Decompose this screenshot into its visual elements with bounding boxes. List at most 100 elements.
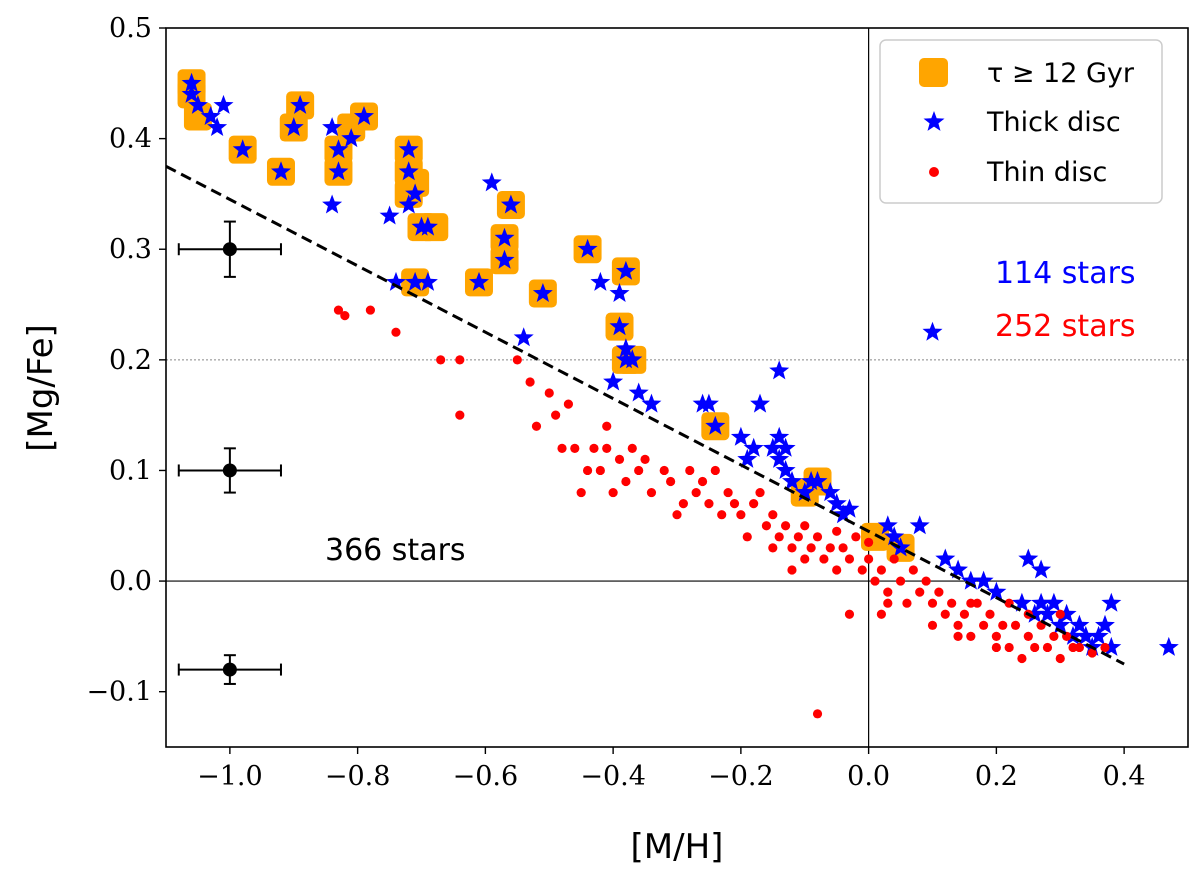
plot-frame [165,27,1189,748]
thick-disc-marker [577,238,598,258]
thick-disc-marker [1011,592,1032,612]
legend-old-marker [919,58,948,87]
thick-disc-marker [615,260,636,280]
thick-disc-marker [890,537,911,557]
thick-disc-marker [341,128,362,148]
thin-disc-marker [576,487,586,498]
thin-disc-marker [659,465,669,476]
thick-disc-marker [1031,559,1052,579]
thick-disc-marker [188,94,208,114]
thin-disc-marker [646,487,657,498]
thick-disc-marker [615,338,636,358]
fit-line-layer [166,164,1125,666]
y-tick-label: 0.5 [109,13,152,44]
thin-disc-marker [991,642,1001,653]
thin-disc-marker [710,465,720,476]
thick-disc-marker [417,271,438,291]
thin-disc-marker [940,609,950,619]
thick-disc-marker [641,393,662,413]
thick-disc-marker [775,437,796,457]
thick-disc-marker [622,349,643,369]
thin-disc-marker [844,609,855,619]
thick-disc-marker [1063,625,1083,645]
thick-disc-marker [609,283,630,302]
thick-disc-marker [417,216,438,236]
thin-disc-marker [340,311,350,321]
thin-disc-marker [729,499,740,509]
thick-disc-marker [181,83,202,103]
thin-disc-marker [895,576,906,586]
thin-disc-marker [531,421,542,431]
thin-disc-marker [1049,631,1059,641]
thick-disc-marker [794,482,815,502]
legend-old-label: τ ≥ 12 Gyr [987,58,1135,89]
legend-thick-label: Thick disc [986,107,1121,138]
thin-disc-marker [691,487,701,498]
legend-thin-marker [929,167,939,177]
thin-disc-marker [512,355,522,365]
thin-disc-marker [1042,642,1053,653]
reference-lines [166,28,1188,747]
thin-disc-marker [985,609,995,619]
thin-disc-marker [800,521,810,531]
thick-disc-marker [948,559,968,579]
thin-disc-marker [966,631,976,641]
thick-disc-marker [232,139,253,159]
thin-disc-marker [614,454,625,464]
thick-disc-marker [469,271,489,291]
thick-disc-marker [200,106,221,125]
thick-disc-marker [500,194,521,214]
thin-disc-marker [608,487,618,498]
thick-disc-marker [743,437,764,457]
thick-disc-marker [960,570,981,590]
thin-disc-marker [889,554,899,564]
thin-disc-marker [864,537,874,547]
thick-disc-marker [1088,625,1109,645]
thick-disc-marker [986,581,1007,601]
thin-disc-marker [742,532,752,542]
thin-disc-marker [736,510,746,520]
thin-disc-marker [391,327,401,337]
thin-disc-marker [832,526,842,536]
thick-disc-marker [603,371,624,391]
x-tick-label: −1.0 [197,761,263,792]
y-tick-label: 0.3 [109,234,152,265]
thick-disc-marker [1037,603,1058,623]
thick-disc-marker [386,271,406,291]
thick-disc-marker [1158,636,1179,656]
thin-disc-marker [966,598,976,608]
thick-disc-marker [820,482,841,502]
thick-disc-marker [1101,592,1122,612]
thin-disc-marker [851,532,861,542]
error-bar-point [222,463,237,478]
thick-disc-marker [935,548,956,568]
thick-disc-marker [769,360,790,380]
thick-disc-marker [405,183,426,203]
thick-disc-marker [1024,603,1045,623]
thin-disc-marker [666,476,676,487]
thick-disc-marker [909,515,930,535]
thin-disc-marker [685,465,695,476]
thick-disc-marker [513,327,534,347]
thin-disc-marker [991,631,1001,641]
thick-disc-marker [328,139,349,159]
axis-ticks: −1.0 −0.8 −0.6 −0.4 −0.2 0.0 0.2 0.4 −0.1 0.0 0.1 0… [86,13,1145,792]
thin-disc-marker [365,305,375,315]
thin-disc-marker [589,443,599,453]
thick-disc-marker [922,321,943,341]
thin-disc-marker [1100,642,1110,653]
thick-disc-marker [398,194,419,214]
thick-disc-marker [1095,614,1115,634]
thick-disc-marker [494,249,515,269]
thin-disc-marker [947,598,957,608]
thin-disc-marker [998,620,1008,630]
thick-disc-marker [750,393,770,413]
y-tick-label: −0.1 [86,677,152,708]
thin-disc-marker [1055,653,1065,664]
thin-disc-marker [844,554,855,564]
y-tick-label: 0.1 [109,455,152,486]
thin-disc-marker [678,499,688,509]
thin-disc-marker [915,587,925,597]
thin-disc-marker [864,554,874,564]
thin-disc-marker [806,543,816,553]
